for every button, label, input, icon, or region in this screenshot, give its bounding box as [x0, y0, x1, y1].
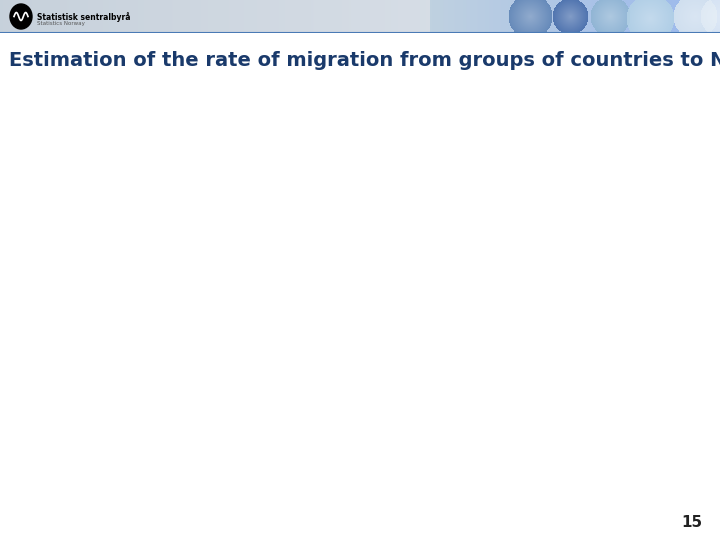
Text: Statistisk sentralbyrå: Statistisk sentralbyrå: [37, 12, 130, 22]
Text: 15: 15: [681, 515, 702, 530]
Text: Estimation of the rate of migration from groups of countries to Norway: Estimation of the rate of migration from…: [9, 51, 720, 70]
Text: Statistics Norway: Statistics Norway: [37, 21, 85, 26]
Ellipse shape: [10, 4, 32, 29]
